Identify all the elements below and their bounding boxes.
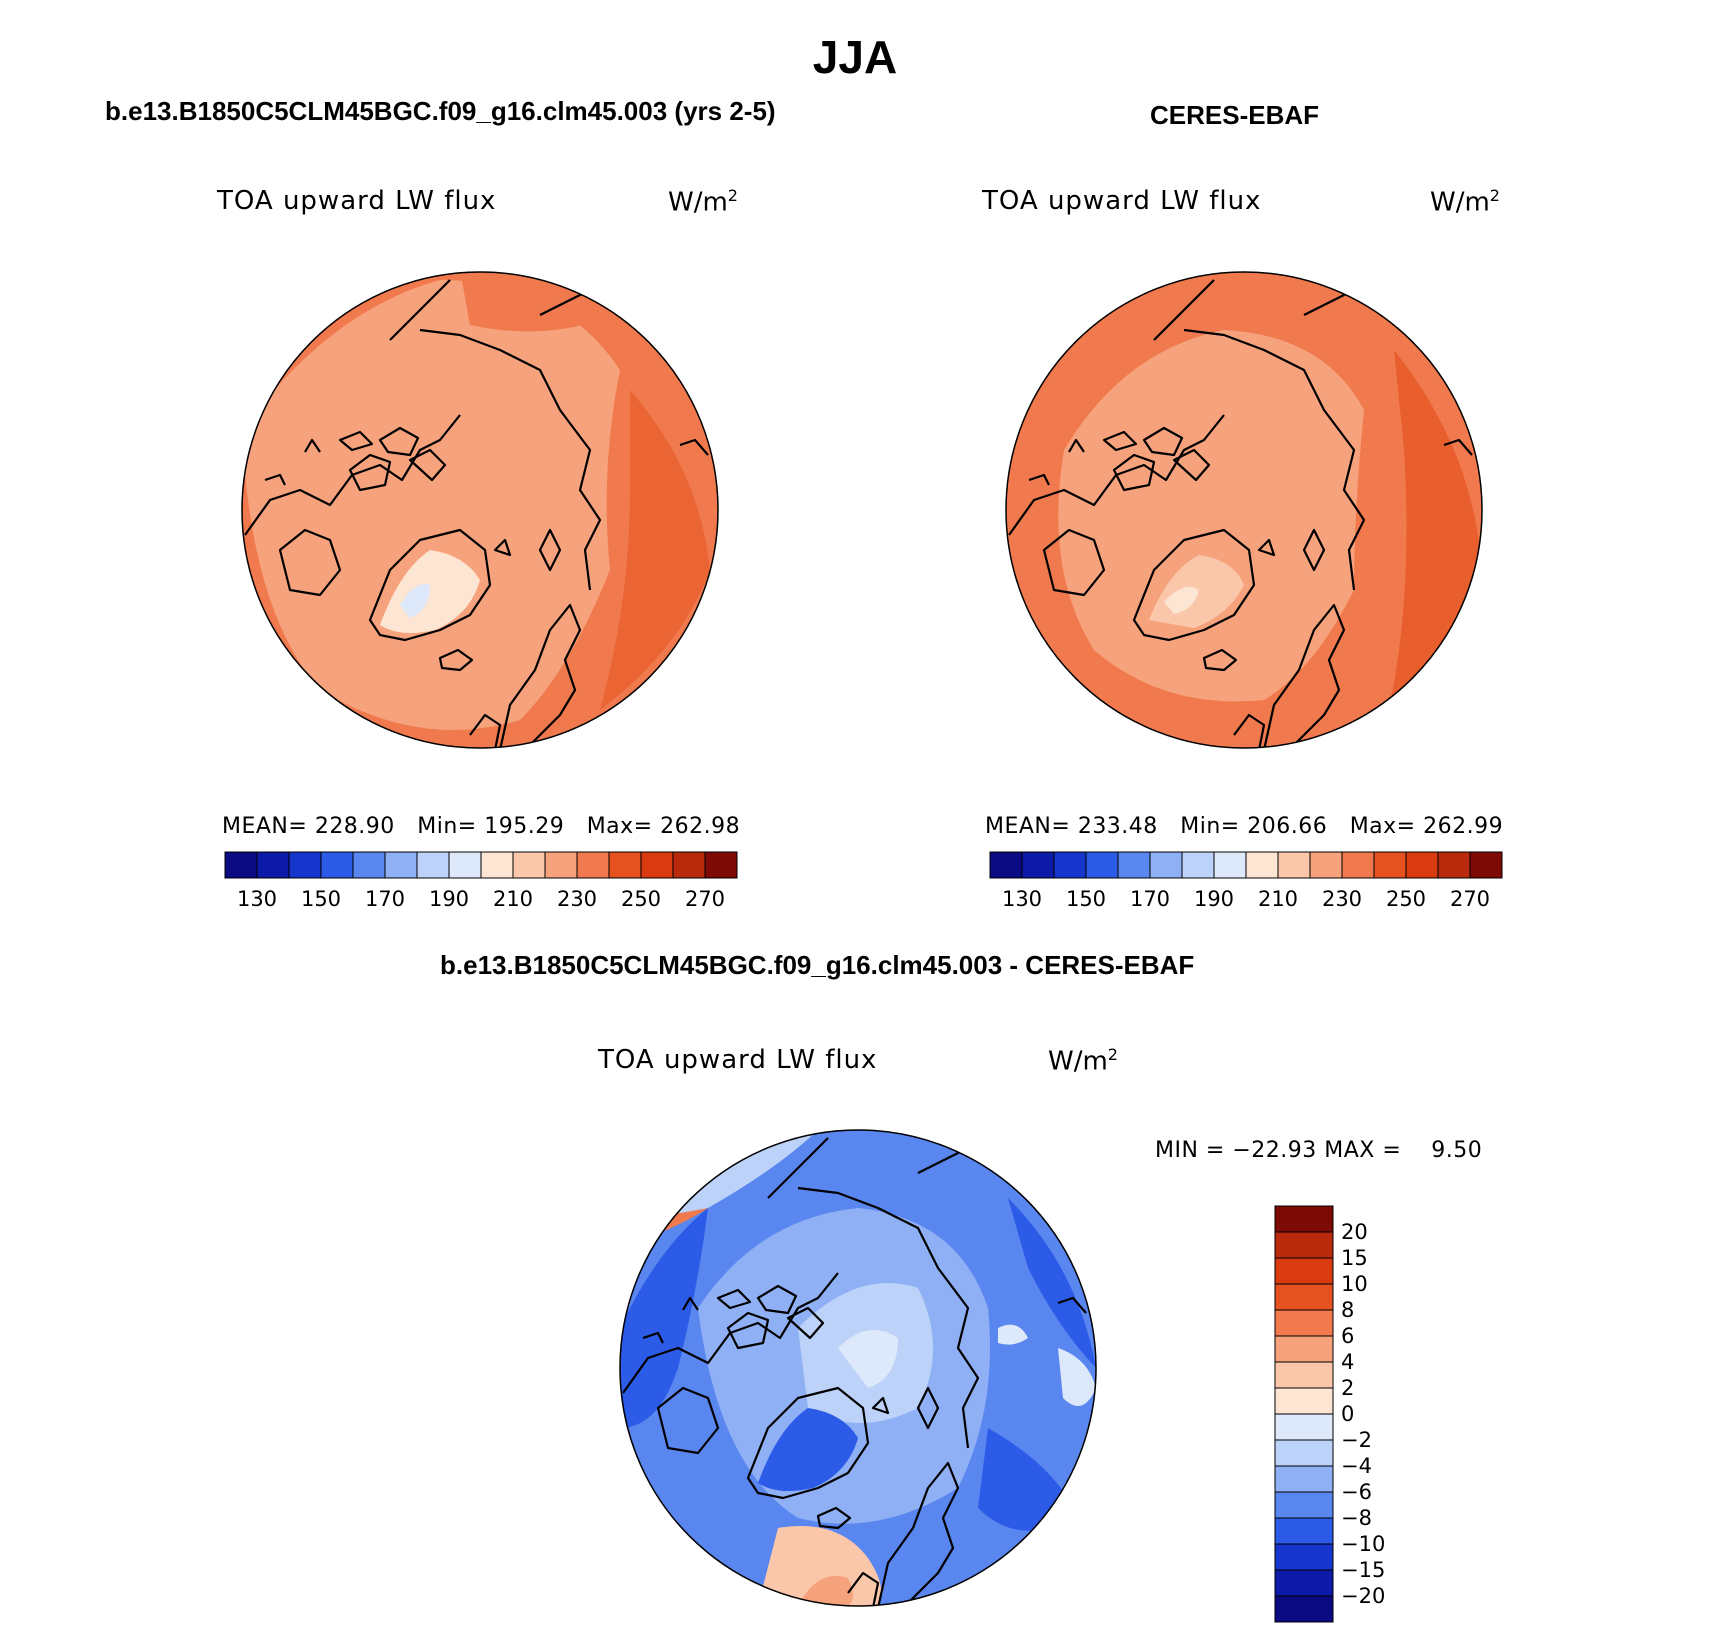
obs-colorbar-box (1117, 851, 1151, 879)
obs-colorbar-box (1277, 851, 1311, 879)
model-variable-label: TOA upward LW flux (217, 186, 497, 216)
obs-colorbar: 130 150 170 190 210 230 250 270 (989, 851, 1503, 911)
obs-colorbar-label: 250 (1386, 887, 1426, 911)
obs-colorbar-label: 170 (1130, 887, 1170, 911)
diff-colorbar-label: 6 (1341, 1324, 1354, 1348)
diff-colorbar-label: −10 (1341, 1532, 1385, 1556)
obs-colorbar-label: 130 (1002, 887, 1042, 911)
obs-colorbar-box (1021, 851, 1055, 879)
diff-colorbar-box (1274, 1361, 1334, 1389)
obs-colorbar-box (989, 851, 1023, 879)
diff-colorbar-label: −8 (1341, 1506, 1372, 1530)
obs-colorbar-box (1245, 851, 1279, 879)
diff-colorbar-label: −6 (1341, 1480, 1372, 1504)
model-colorbar-label: 230 (557, 887, 597, 911)
diff-colorbar-box (1274, 1413, 1334, 1441)
model-colorbar-box (512, 851, 546, 879)
model-panel-subtitle: b.e13.B1850C5CLM45BGC.f09_g16.clm45.003 … (105, 96, 776, 126)
obs-units-label: W/m2 (1430, 186, 1500, 218)
model-colorbar-box (608, 851, 642, 879)
model-colorbar-box (320, 851, 354, 879)
obs-colorbar-box (1181, 851, 1215, 879)
diff-panel-subtitle: b.e13.B1850C5CLM45BGC.f09_g16.clm45.003 … (440, 950, 1195, 980)
diff-colorbar-box (1274, 1595, 1334, 1623)
obs-polar-map (1005, 271, 1483, 749)
diff-units-label: W/m2 (1048, 1045, 1118, 1077)
model-colorbar-box (224, 851, 258, 879)
model-colorbar-box (288, 851, 322, 879)
model-colorbar-box (416, 851, 450, 879)
obs-colorbar-box (1437, 851, 1471, 879)
diff-colorbar-label: 20 (1341, 1220, 1368, 1244)
diff-colorbar-box (1274, 1491, 1334, 1519)
diff-colorbar-box (1274, 1283, 1334, 1311)
model-colorbar-box (544, 851, 578, 879)
diff-colorbar-label: 0 (1341, 1402, 1354, 1426)
model-colorbar-box (480, 851, 514, 879)
model-colorbar-box (672, 851, 706, 879)
obs-colorbar-label: 150 (1066, 887, 1106, 911)
obs-panel-subtitle: CERES-EBAF (1150, 100, 1320, 130)
obs-stats: MEAN= 233.48 Min= 206.66 Max= 262.99 (985, 814, 1504, 839)
model-colorbar-box (384, 851, 418, 879)
diff-colorbar-box (1274, 1309, 1334, 1337)
obs-colorbar-label: 270 (1450, 887, 1490, 911)
obs-colorbar-box (1341, 851, 1375, 879)
model-colorbar-box (704, 851, 738, 879)
obs-variable-label: TOA upward LW flux (982, 186, 1262, 216)
model-stats: MEAN= 228.90 Min= 195.29 Max= 262.98 (222, 814, 741, 839)
model-colorbar-box (640, 851, 674, 879)
model-colorbar-box (256, 851, 290, 879)
diff-colorbar-label: 2 (1341, 1376, 1354, 1400)
model-colorbar-label: 130 (237, 887, 277, 911)
model-colorbar: 130 150 170 190 210 230 250 270 (224, 851, 738, 911)
model-colorbar-box (576, 851, 610, 879)
obs-colorbar-box (1373, 851, 1407, 879)
model-colorbar-label: 210 (493, 887, 533, 911)
diff-colorbar-label: −2 (1341, 1428, 1372, 1452)
diff-colorbar-box (1274, 1543, 1334, 1571)
obs-colorbar-box (1213, 851, 1247, 879)
model-polar-map (241, 271, 719, 749)
diff-colorbar-box (1274, 1387, 1334, 1415)
diff-colorbar-label: 4 (1341, 1350, 1354, 1374)
model-units-label: W/m2 (668, 186, 738, 218)
obs-colorbar-box (1405, 851, 1439, 879)
diff-colorbar-label: 10 (1341, 1272, 1368, 1296)
model-colorbar-box (448, 851, 482, 879)
model-colorbar-label: 150 (301, 887, 341, 911)
diff-colorbar-box (1274, 1569, 1334, 1597)
model-colorbar-label: 250 (621, 887, 661, 911)
obs-colorbar-box (1085, 851, 1119, 879)
diff-colorbar-box (1274, 1517, 1334, 1545)
diff-colorbar-label: −4 (1341, 1454, 1372, 1478)
diff-colorbar-box (1274, 1465, 1334, 1493)
diff-colorbar-label: −20 (1341, 1584, 1385, 1608)
diff-colorbar-label: 8 (1341, 1298, 1354, 1322)
model-colorbar-label: 270 (685, 887, 725, 911)
obs-colorbar-label: 230 (1322, 887, 1362, 911)
obs-colorbar-label: 210 (1258, 887, 1298, 911)
diff-variable-label: TOA upward LW flux (598, 1045, 878, 1075)
diff-stats: MIN = −22.93 MAX = 9.50 (1155, 1138, 1483, 1163)
model-colorbar-label: 170 (365, 887, 405, 911)
diff-colorbar-label: 15 (1341, 1246, 1368, 1270)
diff-colorbar-label: −15 (1341, 1558, 1385, 1582)
model-colorbar-label: 190 (429, 887, 469, 911)
obs-colorbar-box (1149, 851, 1183, 879)
main-title: JJA (812, 31, 898, 83)
diff-colorbar-box (1274, 1335, 1334, 1363)
model-colorbar-box (352, 851, 386, 879)
obs-colorbar-box (1053, 851, 1087, 879)
diff-polar-map (619, 1129, 1097, 1607)
diff-colorbar-box (1274, 1439, 1334, 1467)
diff-colorbar-box (1274, 1257, 1334, 1285)
obs-colorbar-label: 190 (1194, 887, 1234, 911)
diff-colorbar-box (1274, 1205, 1334, 1233)
diff-colorbar-box (1274, 1231, 1334, 1259)
obs-colorbar-box (1469, 851, 1503, 879)
obs-colorbar-box (1309, 851, 1343, 879)
